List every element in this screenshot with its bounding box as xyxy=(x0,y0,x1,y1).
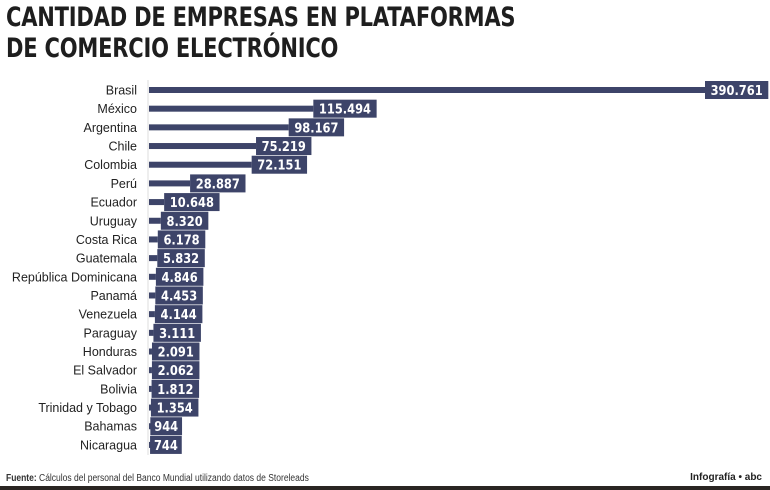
value-label-box xyxy=(154,305,203,324)
category-label: Honduras xyxy=(83,345,137,359)
value-label: 2.091 xyxy=(158,345,194,360)
bar xyxy=(149,105,314,112)
category-label: Uruguay xyxy=(90,214,138,228)
value-label-box xyxy=(160,211,209,230)
bar xyxy=(149,292,156,299)
value-label: 3.111 xyxy=(159,326,195,341)
chart-title: CANTIDAD DE EMPRESAS EN PLATAFORMAS DE C… xyxy=(6,2,516,64)
value-label-box xyxy=(150,398,199,417)
bar xyxy=(149,180,191,187)
category-label: Guatemala xyxy=(76,252,137,266)
value-label: 744 xyxy=(154,438,178,453)
bar xyxy=(149,348,152,355)
value-label: 115.494 xyxy=(319,102,371,117)
bar xyxy=(149,199,165,206)
bar-chart: Brasil 390.761 México 115.494 Argentina 98.16… xyxy=(12,80,769,455)
category-label: Brasil xyxy=(106,84,137,98)
category-label: El Salvador xyxy=(73,364,137,378)
value-label-box xyxy=(151,342,200,361)
category-label: Trinidad y Tobago xyxy=(38,401,137,415)
bar xyxy=(149,441,151,448)
value-label-box xyxy=(157,249,205,268)
value-label: 6.178 xyxy=(163,233,199,248)
category-label: Nicaragua xyxy=(80,438,137,452)
source-text: Cálculos del personal del Banco Mundial … xyxy=(36,473,309,484)
bar xyxy=(149,404,151,411)
bar xyxy=(149,161,252,168)
bar xyxy=(149,367,152,374)
category-label: Colombia xyxy=(84,158,137,172)
value-label: 10.648 xyxy=(170,195,214,210)
value-label: 75.219 xyxy=(262,139,306,154)
bottom-rule xyxy=(0,486,770,490)
value-label-box xyxy=(151,361,200,380)
source-label: Fuente: xyxy=(6,473,37,484)
bar xyxy=(149,143,257,150)
bar xyxy=(149,255,158,262)
value-label-box xyxy=(313,99,377,118)
category-label: Costa Rica xyxy=(76,233,137,247)
category-label: México xyxy=(97,102,137,116)
value-label-box xyxy=(164,193,220,212)
category-label: Bahamas xyxy=(84,420,137,434)
value-label-box xyxy=(150,435,182,454)
credit: Infografía • abc xyxy=(690,472,762,483)
bar xyxy=(149,311,155,318)
category-label: Paraguay xyxy=(83,326,137,340)
bar xyxy=(149,217,161,224)
value-label: 4.846 xyxy=(162,270,198,285)
value-label: 8.320 xyxy=(167,214,203,229)
value-label-box xyxy=(151,379,200,398)
value-label: 390.761 xyxy=(711,83,763,98)
value-label-box xyxy=(155,286,203,305)
bar xyxy=(149,87,705,93)
category-label: Venezuela xyxy=(79,308,137,322)
category-label: Bolivia xyxy=(100,382,137,396)
value-label-box xyxy=(288,118,345,137)
value-label-box xyxy=(153,323,201,342)
value-label: 1.354 xyxy=(157,401,193,416)
category-label: República Dominicana xyxy=(12,270,137,284)
value-label: 98.167 xyxy=(294,121,338,136)
title-line-1: CANTIDAD DE EMPRESAS EN PLATAFORMAS xyxy=(6,2,516,33)
bar xyxy=(149,236,158,243)
category-label: Panamá xyxy=(90,289,137,303)
value-label: 4.453 xyxy=(161,289,197,304)
bar xyxy=(149,423,151,430)
value-label: 72.151 xyxy=(257,158,301,173)
value-label-box xyxy=(157,230,206,249)
bar xyxy=(149,124,289,131)
value-label-box xyxy=(190,174,246,193)
value-label-box xyxy=(150,417,183,436)
value-label: 944 xyxy=(154,420,178,435)
value-label-box xyxy=(705,81,769,99)
category-label: Perú xyxy=(111,177,137,191)
bar xyxy=(149,329,154,336)
bar xyxy=(149,385,152,392)
value-label: 28.887 xyxy=(196,177,240,192)
value-label: 1.812 xyxy=(157,382,193,397)
value-label: 2.062 xyxy=(158,364,194,379)
category-label: Chile xyxy=(109,140,138,154)
value-label-box xyxy=(155,267,204,286)
category-label: Argentina xyxy=(83,121,137,135)
title-line-2: DE COMERCIO ELECTRÓNICO xyxy=(6,33,339,64)
category-label: Ecuador xyxy=(90,196,137,210)
value-label-box xyxy=(256,137,312,156)
value-label: 4.144 xyxy=(161,307,197,322)
source-note: Fuente: Cálculos del personal del Banco … xyxy=(6,473,309,484)
bar xyxy=(149,273,156,280)
value-label: 5.832 xyxy=(163,251,199,266)
value-label-box xyxy=(251,155,308,174)
